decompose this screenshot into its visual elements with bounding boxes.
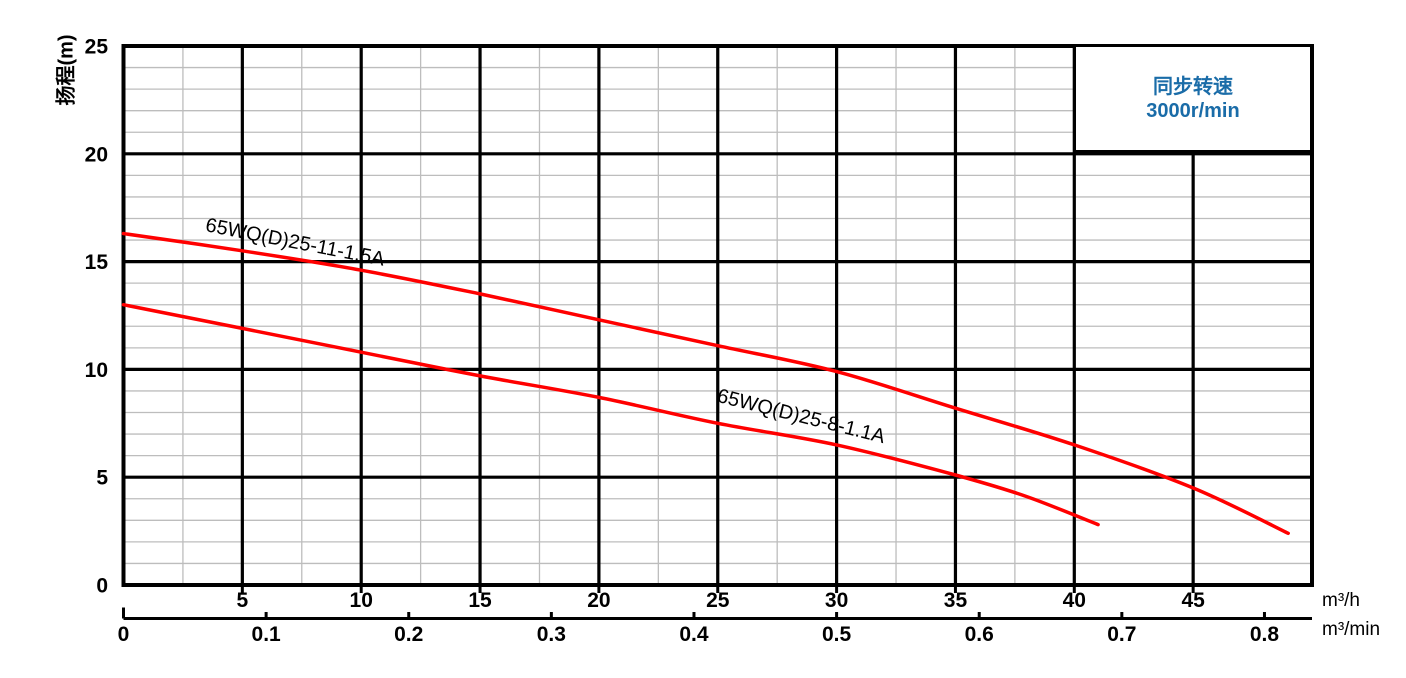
svg-text:0: 0 (96, 575, 108, 598)
legend-line-speed: 同步转速 (1153, 75, 1233, 98)
svg-text:0.5: 0.5 (822, 623, 852, 646)
svg-text:20: 20 (587, 589, 610, 612)
svg-text:35: 35 (944, 589, 968, 612)
svg-text:40: 40 (1063, 589, 1086, 612)
svg-text:5: 5 (96, 467, 108, 490)
legend-line-rpm: 3000r/min (1146, 99, 1240, 122)
svg-text:45: 45 (1181, 589, 1205, 612)
svg-text:0.8: 0.8 (1250, 623, 1280, 646)
x-axis-tick-labels: 5 10 15 20 25 30 35 40 45 (237, 589, 1206, 612)
svg-text:10: 10 (85, 359, 108, 382)
legend-box: 同步转速 3000r/min (1073, 44, 1313, 153)
svg-text:30: 30 (825, 589, 848, 612)
x-axis-ticks (240, 585, 1195, 593)
svg-text:0.2: 0.2 (394, 623, 423, 646)
svg-text:0.1: 0.1 (252, 623, 282, 646)
svg-text:20: 20 (85, 143, 108, 166)
pump-curve-0 (121, 231, 1290, 536)
svg-text:0: 0 (118, 623, 130, 646)
secondary-axis-unit: m³/min (1322, 619, 1381, 640)
y-axis-tick-labels: 0 5 10 15 20 25 (85, 36, 109, 598)
pump-curve-1 (121, 302, 1100, 527)
svg-text:15: 15 (468, 589, 492, 612)
svg-text:0.4: 0.4 (679, 623, 709, 646)
svg-text:0.3: 0.3 (537, 623, 566, 646)
svg-text:10: 10 (350, 589, 373, 612)
svg-text:15: 15 (85, 251, 109, 274)
y-axis-title: 扬程(m) (55, 34, 78, 106)
svg-text:25: 25 (706, 589, 730, 612)
secondary-x-axis: 0 0.1 0.2 0.3 0.4 0.5 0.6 0.7 0.8 (118, 607, 1312, 646)
svg-text:0.7: 0.7 (1107, 623, 1136, 646)
pump-curves (121, 231, 1290, 536)
svg-text:0.6: 0.6 (965, 623, 994, 646)
primary-axis-unit: m³/h (1322, 590, 1360, 611)
svg-text:25: 25 (85, 36, 109, 59)
svg-text:5: 5 (237, 589, 249, 612)
